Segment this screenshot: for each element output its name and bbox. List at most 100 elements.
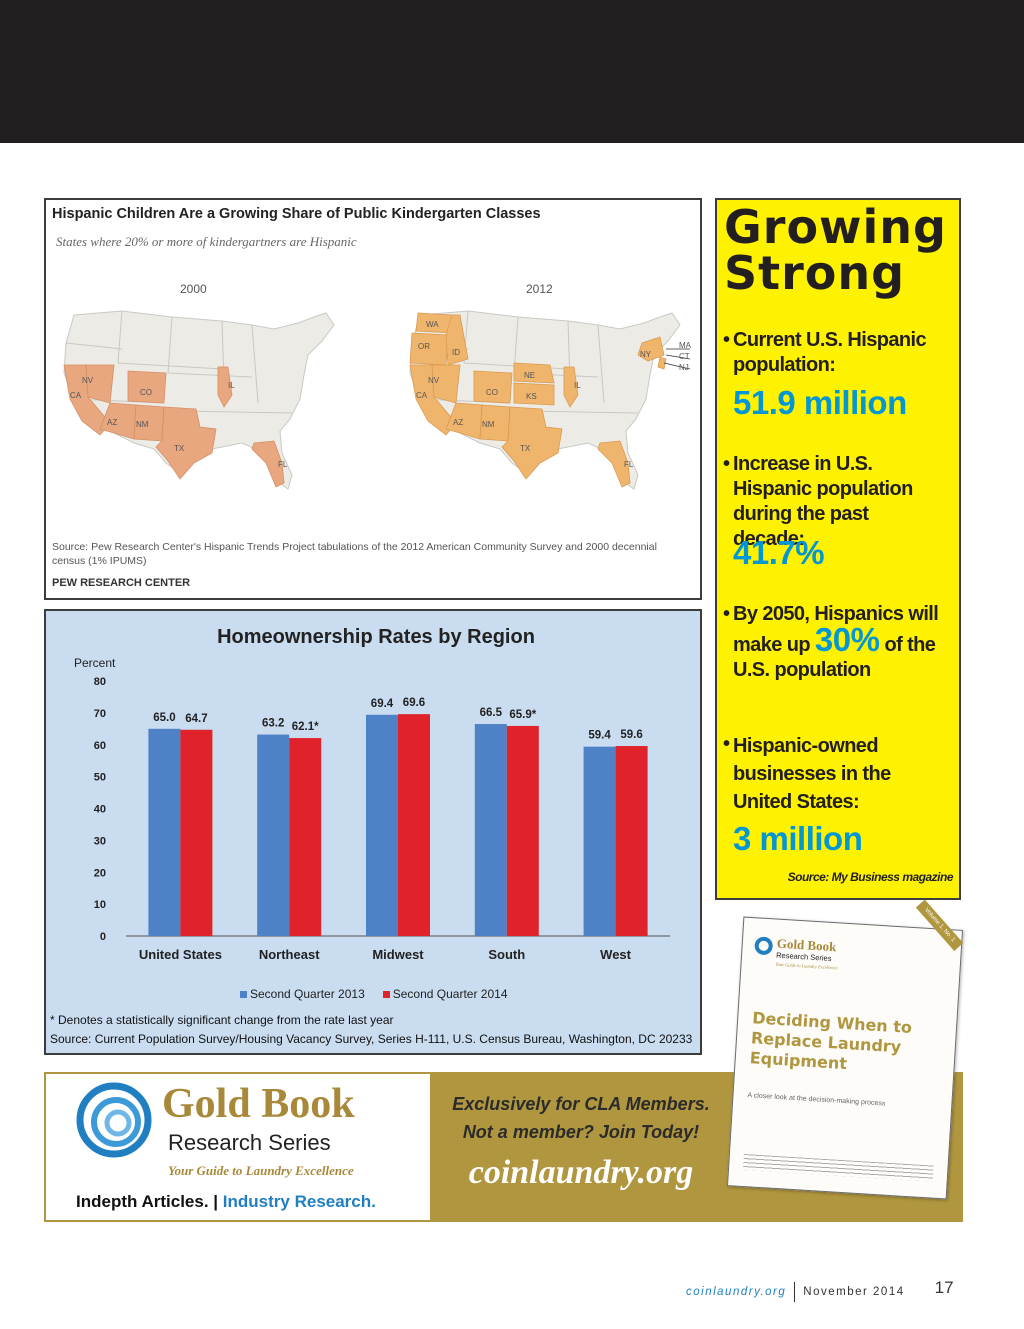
top-bar: [0, 0, 1024, 143]
booklet-ribbon: Volume 1, No. 1: [915, 899, 964, 951]
bar-united-states-2014: [180, 729, 213, 936]
label-nv-2000: NV: [82, 376, 94, 385]
bullet-icon: •: [723, 603, 730, 625]
chart-plot: Homeownership Rates by Region Percent 0 1…: [74, 626, 670, 962]
state-id-2012: [445, 314, 469, 366]
fact-2050-before: By 2050, Hispanics will make up: [733, 603, 939, 656]
bullet-icon: •: [723, 733, 730, 755]
fact-increase: • Increase in U.S. Hispanic population du…: [723, 452, 943, 552]
label-ks-2012: KS: [526, 392, 537, 401]
fact-businesses-value: 3 million: [733, 820, 863, 857]
state-tx-2000: [155, 406, 217, 480]
fact-increase-text: Increase in U.S. Hispanic population dur…: [733, 453, 913, 550]
label-tx-2012: TX: [520, 444, 531, 453]
map-org: PEW RESEARCH CENTER: [52, 577, 191, 589]
label-nj-2012: NJ: [679, 363, 689, 372]
legend-label-2014: Second Quarter 2014: [392, 987, 508, 1001]
state-il-2000: [217, 366, 233, 408]
us-map-2000: NV CA CO AZ NM TX IL FL: [63, 310, 335, 490]
booklet-title: Deciding When to Replace Laundry Equipme…: [749, 1008, 913, 1074]
label-ca-2012: CA: [416, 391, 428, 400]
label-az-2000: AZ: [107, 418, 117, 427]
state-az-2012: [445, 402, 483, 440]
map-year-2000: 2000: [180, 282, 207, 296]
facts-title-line1: Growing: [724, 200, 947, 254]
booklet-fine-print: [742, 1154, 934, 1182]
fact-increase-value: 41.7%: [733, 534, 825, 571]
gold-book-tagline: Your Guide to Laundry Excellence: [168, 1163, 354, 1178]
bar-united-states-2013: [148, 728, 181, 936]
x-category-label: United States: [139, 947, 222, 962]
bar-value-label: 59.4: [588, 730, 611, 742]
bar-value-label: 64.7: [185, 713, 207, 725]
state-ny-2012: [637, 336, 665, 362]
legend-swatch-2013: [240, 990, 247, 998]
gold-book-foot: Indepth Articles. | Industry Research.: [76, 1192, 376, 1212]
map-source: Source: Pew Research Center's Hispanic T…: [52, 541, 657, 567]
booklet-cover: Gold Book Research Series Your Guide to …: [726, 899, 964, 1200]
us-map-2012: WA OR ID NV CA CO NE KS AZ NM TX IL FL N…: [409, 310, 692, 490]
map-2000-highlights: [63, 364, 285, 488]
state-nj-2012: [657, 356, 667, 370]
footer-url[interactable]: coinlaundry.org: [686, 1286, 787, 1298]
x-category-label: Northeast: [259, 947, 320, 962]
bar-value-label: 69.6: [403, 697, 425, 709]
y-tick-label: 80: [94, 676, 106, 688]
y-tick-label: 70: [94, 708, 106, 720]
label-ca-2000: CA: [70, 391, 82, 400]
x-category-label: South: [488, 947, 525, 962]
state-az-2000: [99, 402, 137, 440]
state-il-2012: [563, 366, 579, 408]
footer-divider: [794, 1282, 796, 1302]
map-year-2012: 2012: [526, 282, 553, 296]
map-figure: Hispanic Children Are a Growing Share of…: [44, 198, 702, 600]
map-subtitle: States where 20% or more of kindergartne…: [56, 234, 357, 249]
fact-businesses: • Hispanic-owned businesses in the United…: [723, 732, 943, 816]
bar-west-2013: [583, 746, 616, 936]
legend-item-2013: Second Quarter 2013: [240, 987, 365, 1001]
bar-south-2013: [474, 724, 507, 936]
growing-strong-box: Growing Strong • Current U.S. Hispanic po…: [715, 198, 961, 900]
y-tick-label: 20: [94, 867, 106, 879]
bar-value-label: 66.5: [480, 707, 503, 719]
homeownership-chart: Homeownership Rates by Region Percent 0 1…: [44, 609, 702, 1055]
bar-value-label: 65.9*: [509, 709, 536, 721]
label-ct-2012: CT: [679, 352, 690, 361]
x-category-label: West: [600, 947, 631, 962]
bar-midwest-2014: [398, 714, 430, 936]
fact-2050-value: 30%: [814, 621, 880, 658]
page-number: 17: [934, 1278, 954, 1297]
state-ks-2012: [513, 382, 555, 406]
chart-title: Homeownership Rates by Region: [217, 626, 535, 648]
state-co-2012: [473, 370, 513, 404]
y-tick-label: 30: [94, 835, 106, 847]
gold-book-series: Research Series: [168, 1130, 331, 1155]
bar-value-label: 63.2: [262, 718, 284, 730]
label-az-2012: AZ: [453, 418, 463, 427]
state-co-2000: [127, 370, 167, 404]
label-id-2012: ID: [452, 348, 460, 357]
gold-book-logo-panel: Gold Book Research Series Your Guide to …: [44, 1072, 432, 1222]
chart-note: * Denotes a statistically significant ch…: [50, 1013, 394, 1027]
banner-url-link[interactable]: coinlaundry.org: [468, 1154, 694, 1191]
y-tick-label: 40: [94, 804, 106, 816]
label-ne-2012: NE: [524, 371, 535, 380]
label-nm-2012: NM: [482, 420, 495, 429]
map-2012-highlights: [409, 312, 667, 488]
label-wa-2012: WA: [426, 320, 439, 329]
facts-source: Source: My Business magazine: [787, 870, 954, 884]
state-ne-2012: [513, 362, 555, 384]
fact-population-text: Current U.S. Hispanic population:: [733, 329, 927, 376]
fact-2050: • By 2050, Hispanics will make up 30% of …: [723, 602, 943, 683]
legend-swatch-2014: [382, 990, 390, 998]
y-tick-label: 10: [94, 899, 106, 911]
label-tx-2000: TX: [174, 444, 185, 453]
label-fl-2000: FL: [278, 460, 288, 469]
state-tx-2012: [501, 406, 563, 480]
bar-value-label: 59.6: [620, 729, 642, 741]
bar-northeast-2014: [289, 738, 322, 936]
bar-west-2014: [615, 746, 648, 936]
chart-source: Source: Current Population Survey/Housin…: [50, 1032, 693, 1046]
gold-book-foot-sep: |: [213, 1192, 219, 1211]
bar-value-label: 65.0: [153, 712, 175, 724]
